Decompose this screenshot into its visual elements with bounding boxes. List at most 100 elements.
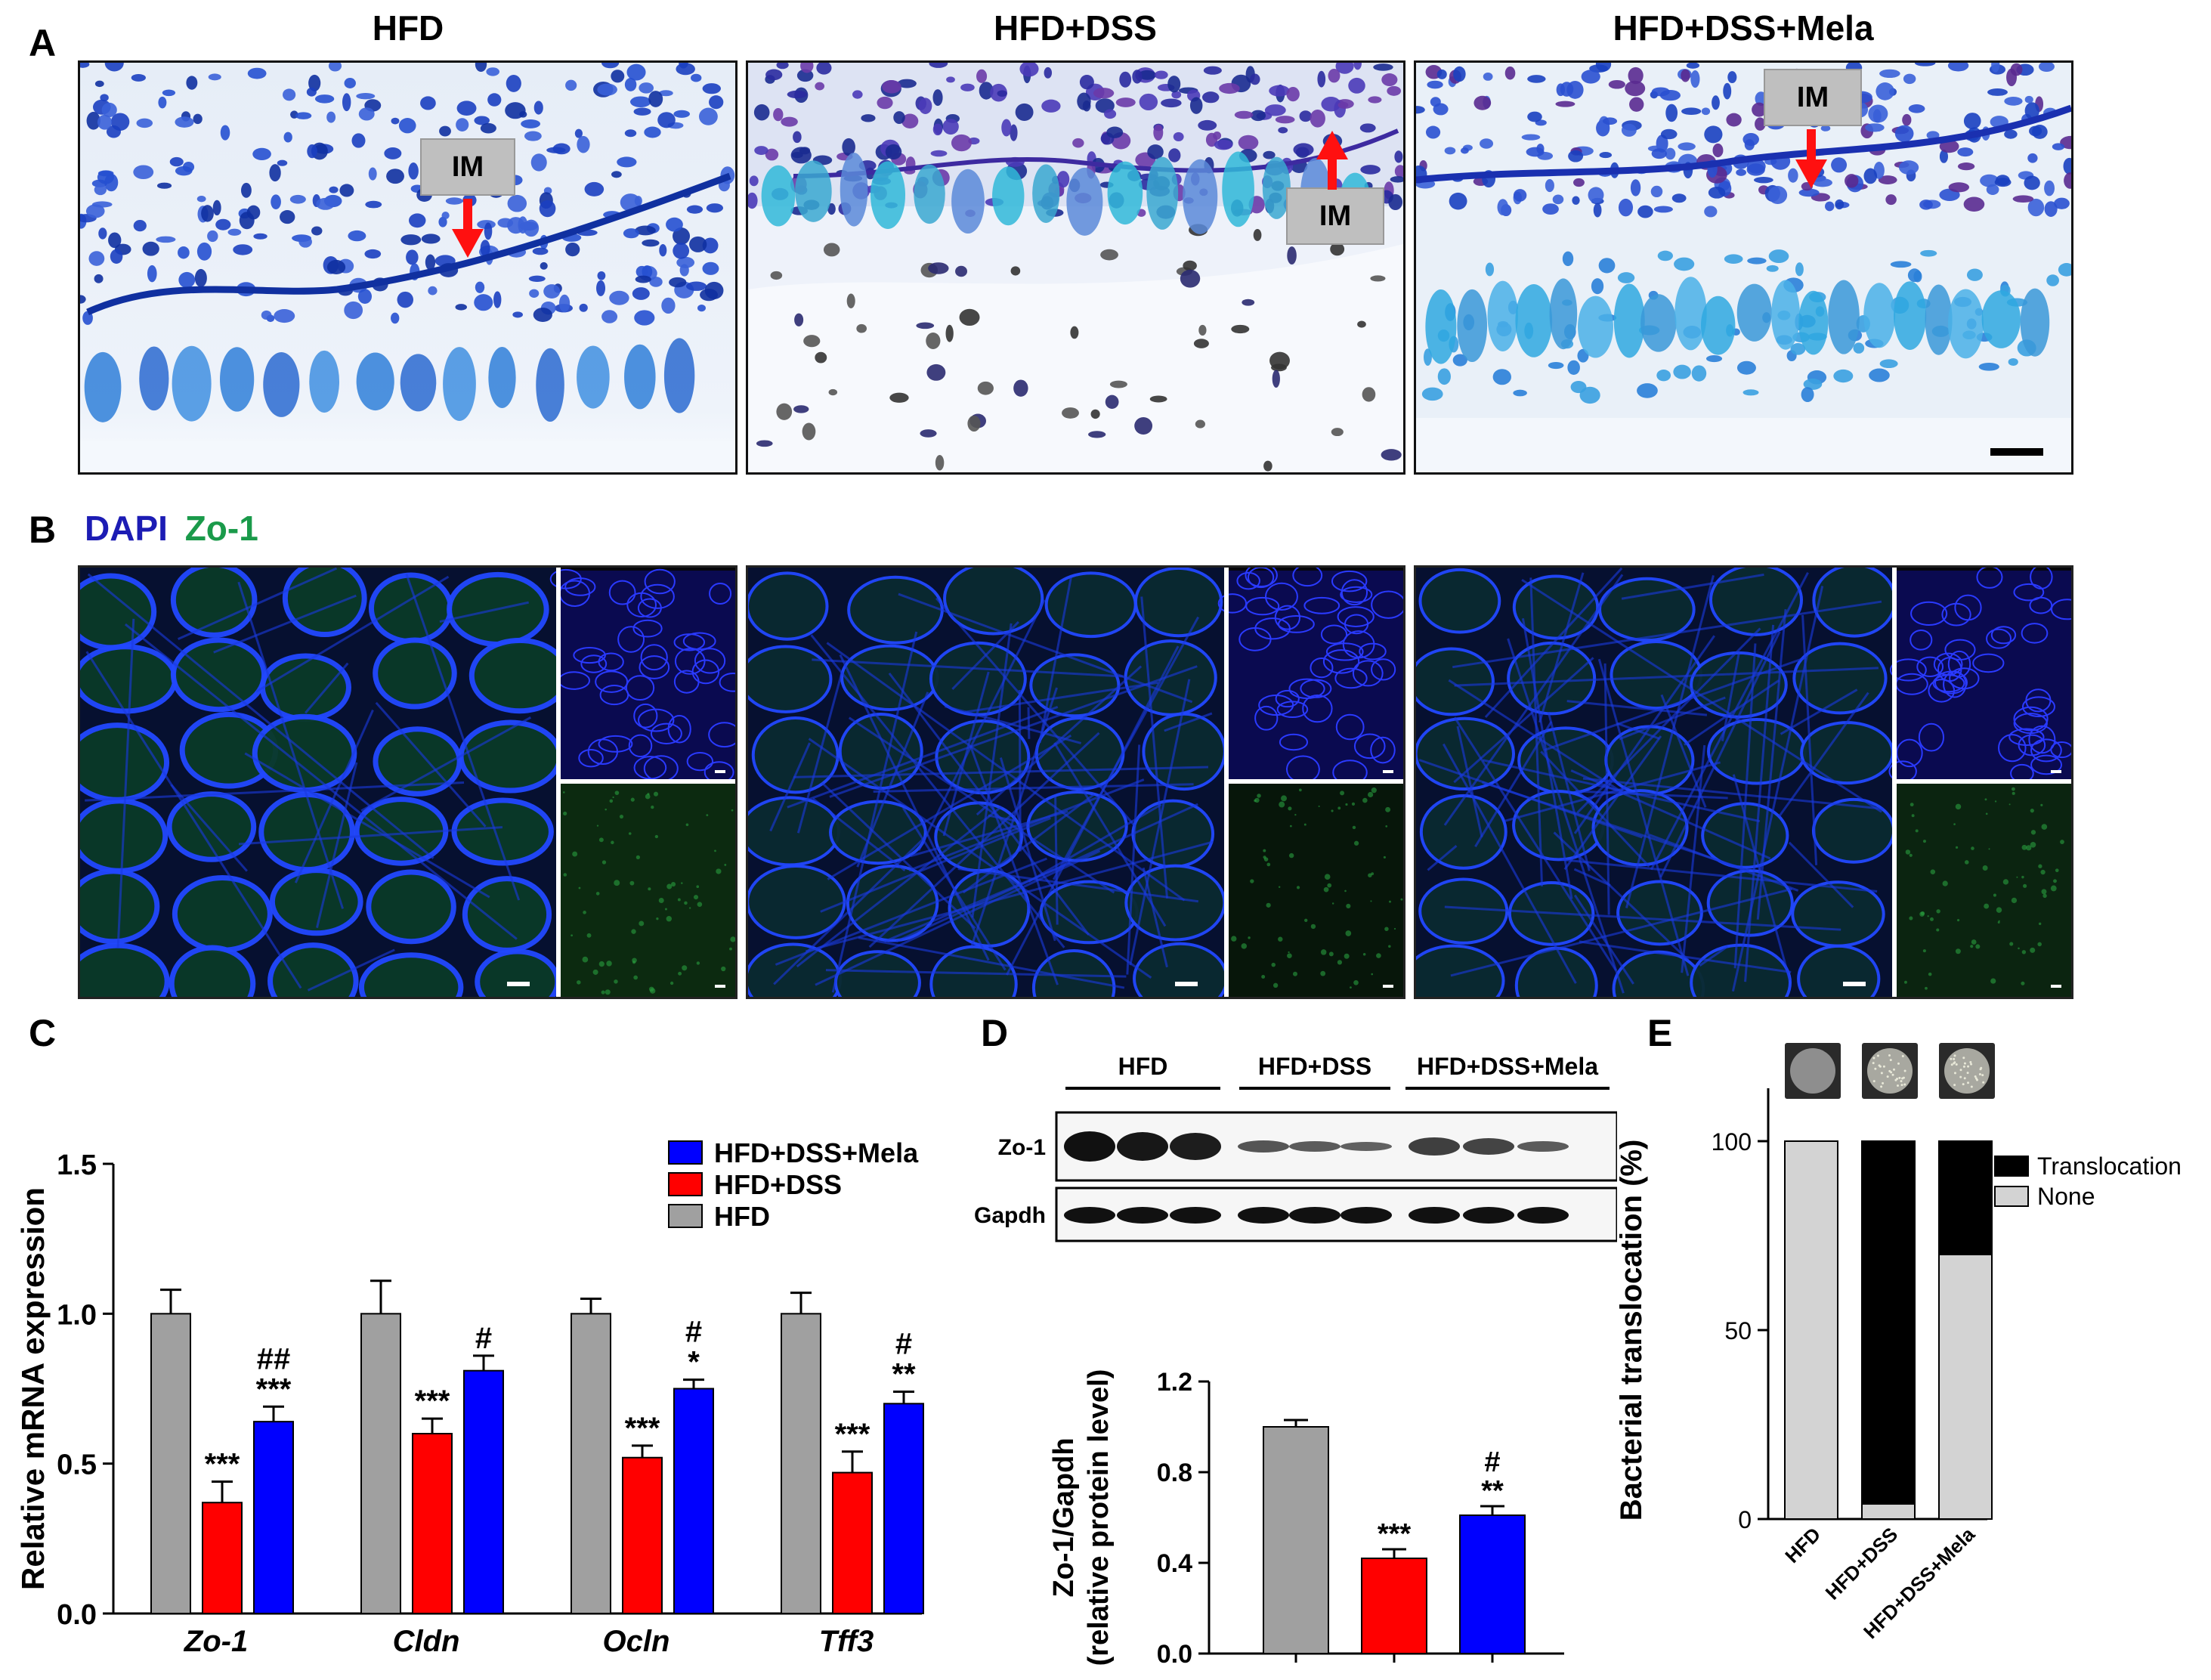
chart-e-colony-dot xyxy=(1970,1063,1973,1066)
chart-e-colony-dot xyxy=(1974,1077,1978,1080)
chart-e-colony-dot xyxy=(1888,1053,1891,1057)
chart-d-ylabel-line1: Zo-1/Gapdh xyxy=(1048,1437,1080,1597)
chart-e-colony-dot xyxy=(1950,1057,1953,1060)
chart-d-bar xyxy=(1459,1514,1526,1654)
chart-e-colony-dot xyxy=(1955,1063,1958,1066)
blot-band-gapdh xyxy=(1064,1207,1115,1224)
chart-c-ytick-label: 1.0 xyxy=(57,1299,97,1331)
chart-d-bar xyxy=(1263,1426,1329,1654)
blot-band-zo1 xyxy=(1289,1141,1341,1152)
chart-e-colony-dot xyxy=(1872,1062,1875,1065)
western-blot-d: HFD HFD+DSS HFD+DSS+Mela Zo-1 Gapdh xyxy=(974,1053,1617,1242)
chart-d-protein-level: 0.0 0.4 0.8 1.2 Zo-1/Gapdh (relative protein … xyxy=(1048,1368,1564,1669)
chart-d-significance-mark: *** xyxy=(1378,1518,1412,1550)
chart-e-colony-dot xyxy=(1882,1081,1885,1084)
im-label-hfd: IM xyxy=(420,138,515,196)
blot-band-zo1 xyxy=(1238,1140,1289,1152)
chart-e-ytick-label: 50 xyxy=(1724,1317,1752,1344)
chart-e-colony-dot xyxy=(1901,1055,1904,1058)
chart-e-bacterial-translocation: 0 50 100 Bacterial translocation (%) HFDHFD+… xyxy=(1617,1043,2182,1643)
chart-c-bar xyxy=(150,1313,191,1614)
chart-e-colony-dot xyxy=(1953,1084,1956,1087)
chart-e-colony-dot xyxy=(1880,1072,1883,1075)
chart-c-significance-mark: *** xyxy=(835,1418,870,1451)
chart-c-ytick-label: 1.5 xyxy=(57,1149,97,1181)
chart-c-legend-swatch xyxy=(668,1172,703,1196)
blot-band-gapdh xyxy=(1238,1207,1289,1224)
blot-band-zo1 xyxy=(1517,1141,1569,1152)
chart-c-legend-swatch xyxy=(668,1140,703,1165)
chart-e-legend-label: None xyxy=(2037,1183,2095,1210)
chart-e-colony-dot xyxy=(1959,1075,1962,1078)
red-arrow-hfd-dss xyxy=(1316,131,1348,190)
chart-e-colony-dot xyxy=(1982,1081,1985,1084)
if-image-hfd xyxy=(78,565,738,999)
chart-c-bar xyxy=(202,1502,243,1614)
panel-letter-a: A xyxy=(29,22,57,64)
stain-dapi-label: DAPI xyxy=(85,509,168,548)
if-image-hfd-dss xyxy=(746,565,1405,999)
chart-e-colony-dot xyxy=(1900,1084,1903,1087)
blot-band-gapdh xyxy=(1289,1207,1341,1224)
chart-c-ytick-label: 0.0 xyxy=(57,1599,97,1631)
chart-d-ytick-label: 0.0 xyxy=(1157,1640,1192,1669)
red-arrow-hfd xyxy=(452,199,484,258)
chart-e-colony-dot xyxy=(1903,1083,1906,1086)
chart-c-significance-mark: * xyxy=(688,1346,700,1379)
chart-c-significance-mark: # xyxy=(685,1316,702,1349)
chart-e-colony-dot xyxy=(1891,1073,1894,1076)
chart-c-bar xyxy=(673,1388,714,1614)
chart-d-ytick-label: 1.2 xyxy=(1157,1368,1192,1397)
chart-c-bar xyxy=(253,1421,294,1614)
chart-e-colony-dot xyxy=(1967,1081,1970,1084)
chart-e-colony-dot xyxy=(1970,1085,1973,1088)
chart-c-significance-mark: *** xyxy=(415,1385,450,1418)
blot-band-zo1 xyxy=(1170,1133,1221,1160)
chart-d-significance-mark: # xyxy=(1484,1446,1500,1478)
chart-e-colony-dot xyxy=(1896,1084,1899,1088)
panel-letter-c: C xyxy=(29,1012,57,1054)
panel-letter-b: B xyxy=(29,509,57,551)
stain-legend: DAPI Zo-1 xyxy=(85,508,258,549)
chart-e-colony-dot xyxy=(1950,1063,1953,1066)
blot-group-label: HFD+DSS+Mela xyxy=(1417,1053,1598,1080)
histology-image-hfd-dss-mela: IM xyxy=(1414,60,2073,475)
chart-c-significance-mark: ** xyxy=(892,1357,916,1391)
chart-e-colony-dot xyxy=(1967,1065,1970,1068)
chart-e-colony-dot xyxy=(1903,1069,1906,1072)
chart-e-colony-dot xyxy=(1953,1054,1956,1057)
chart-e-category-label: HFD+DSS xyxy=(1821,1523,1903,1604)
histology-image-hfd: IM xyxy=(78,60,738,475)
chart-c-significance-mark: *** xyxy=(205,1447,240,1480)
chart-c-significance-mark: *** xyxy=(625,1412,660,1445)
chart-e-colony-dot xyxy=(1886,1075,1889,1078)
blot-band-gapdh xyxy=(1117,1207,1168,1224)
chart-e-colony-dot xyxy=(1902,1076,1905,1079)
column-title-hfd-dss: HFD+DSS xyxy=(994,8,1157,48)
chart-c-category-label: Tff3 xyxy=(819,1625,874,1658)
blot-group-label: HFD xyxy=(1118,1053,1168,1080)
chart-e-colony-dot xyxy=(1979,1068,1982,1071)
column-title-hfd: HFD xyxy=(372,8,444,48)
chart-e-colony-dot xyxy=(1872,1057,1875,1060)
chart-e-legend-label: Translocation xyxy=(2037,1152,2182,1180)
chart-e-colony-dot xyxy=(1978,1072,1981,1075)
chart-e-colony-dot xyxy=(1882,1065,1885,1068)
chart-e-ylabel: Bacterial translocation (%) xyxy=(1617,1140,1648,1521)
chart-e-stacked-bar-segment xyxy=(1861,1140,1916,1505)
blot-band-gapdh xyxy=(1409,1207,1460,1224)
chart-c-bar xyxy=(463,1369,504,1614)
chart-e-colony-dot xyxy=(1876,1054,1879,1057)
chart-e-colony-dot xyxy=(1880,1085,1883,1088)
chart-c-significance-mark: # xyxy=(895,1327,912,1360)
chart-c-legend-label: HFD+DSS+Mela xyxy=(714,1137,919,1168)
chart-d-ylabel-line2: (relative protein level) xyxy=(1083,1369,1115,1666)
chart-c-bar xyxy=(412,1433,453,1614)
chart-c-significance-mark: # xyxy=(475,1322,492,1355)
blot-band-zo1 xyxy=(1117,1132,1168,1161)
blot-band-gapdh xyxy=(1517,1207,1569,1224)
histology-drawing-hfd-dss xyxy=(748,63,1403,472)
chart-c-category-label: Zo-1 xyxy=(184,1625,248,1658)
chart-e-stacked-bar-segment xyxy=(1784,1140,1838,1520)
histology-drawing-hfd xyxy=(80,63,735,472)
